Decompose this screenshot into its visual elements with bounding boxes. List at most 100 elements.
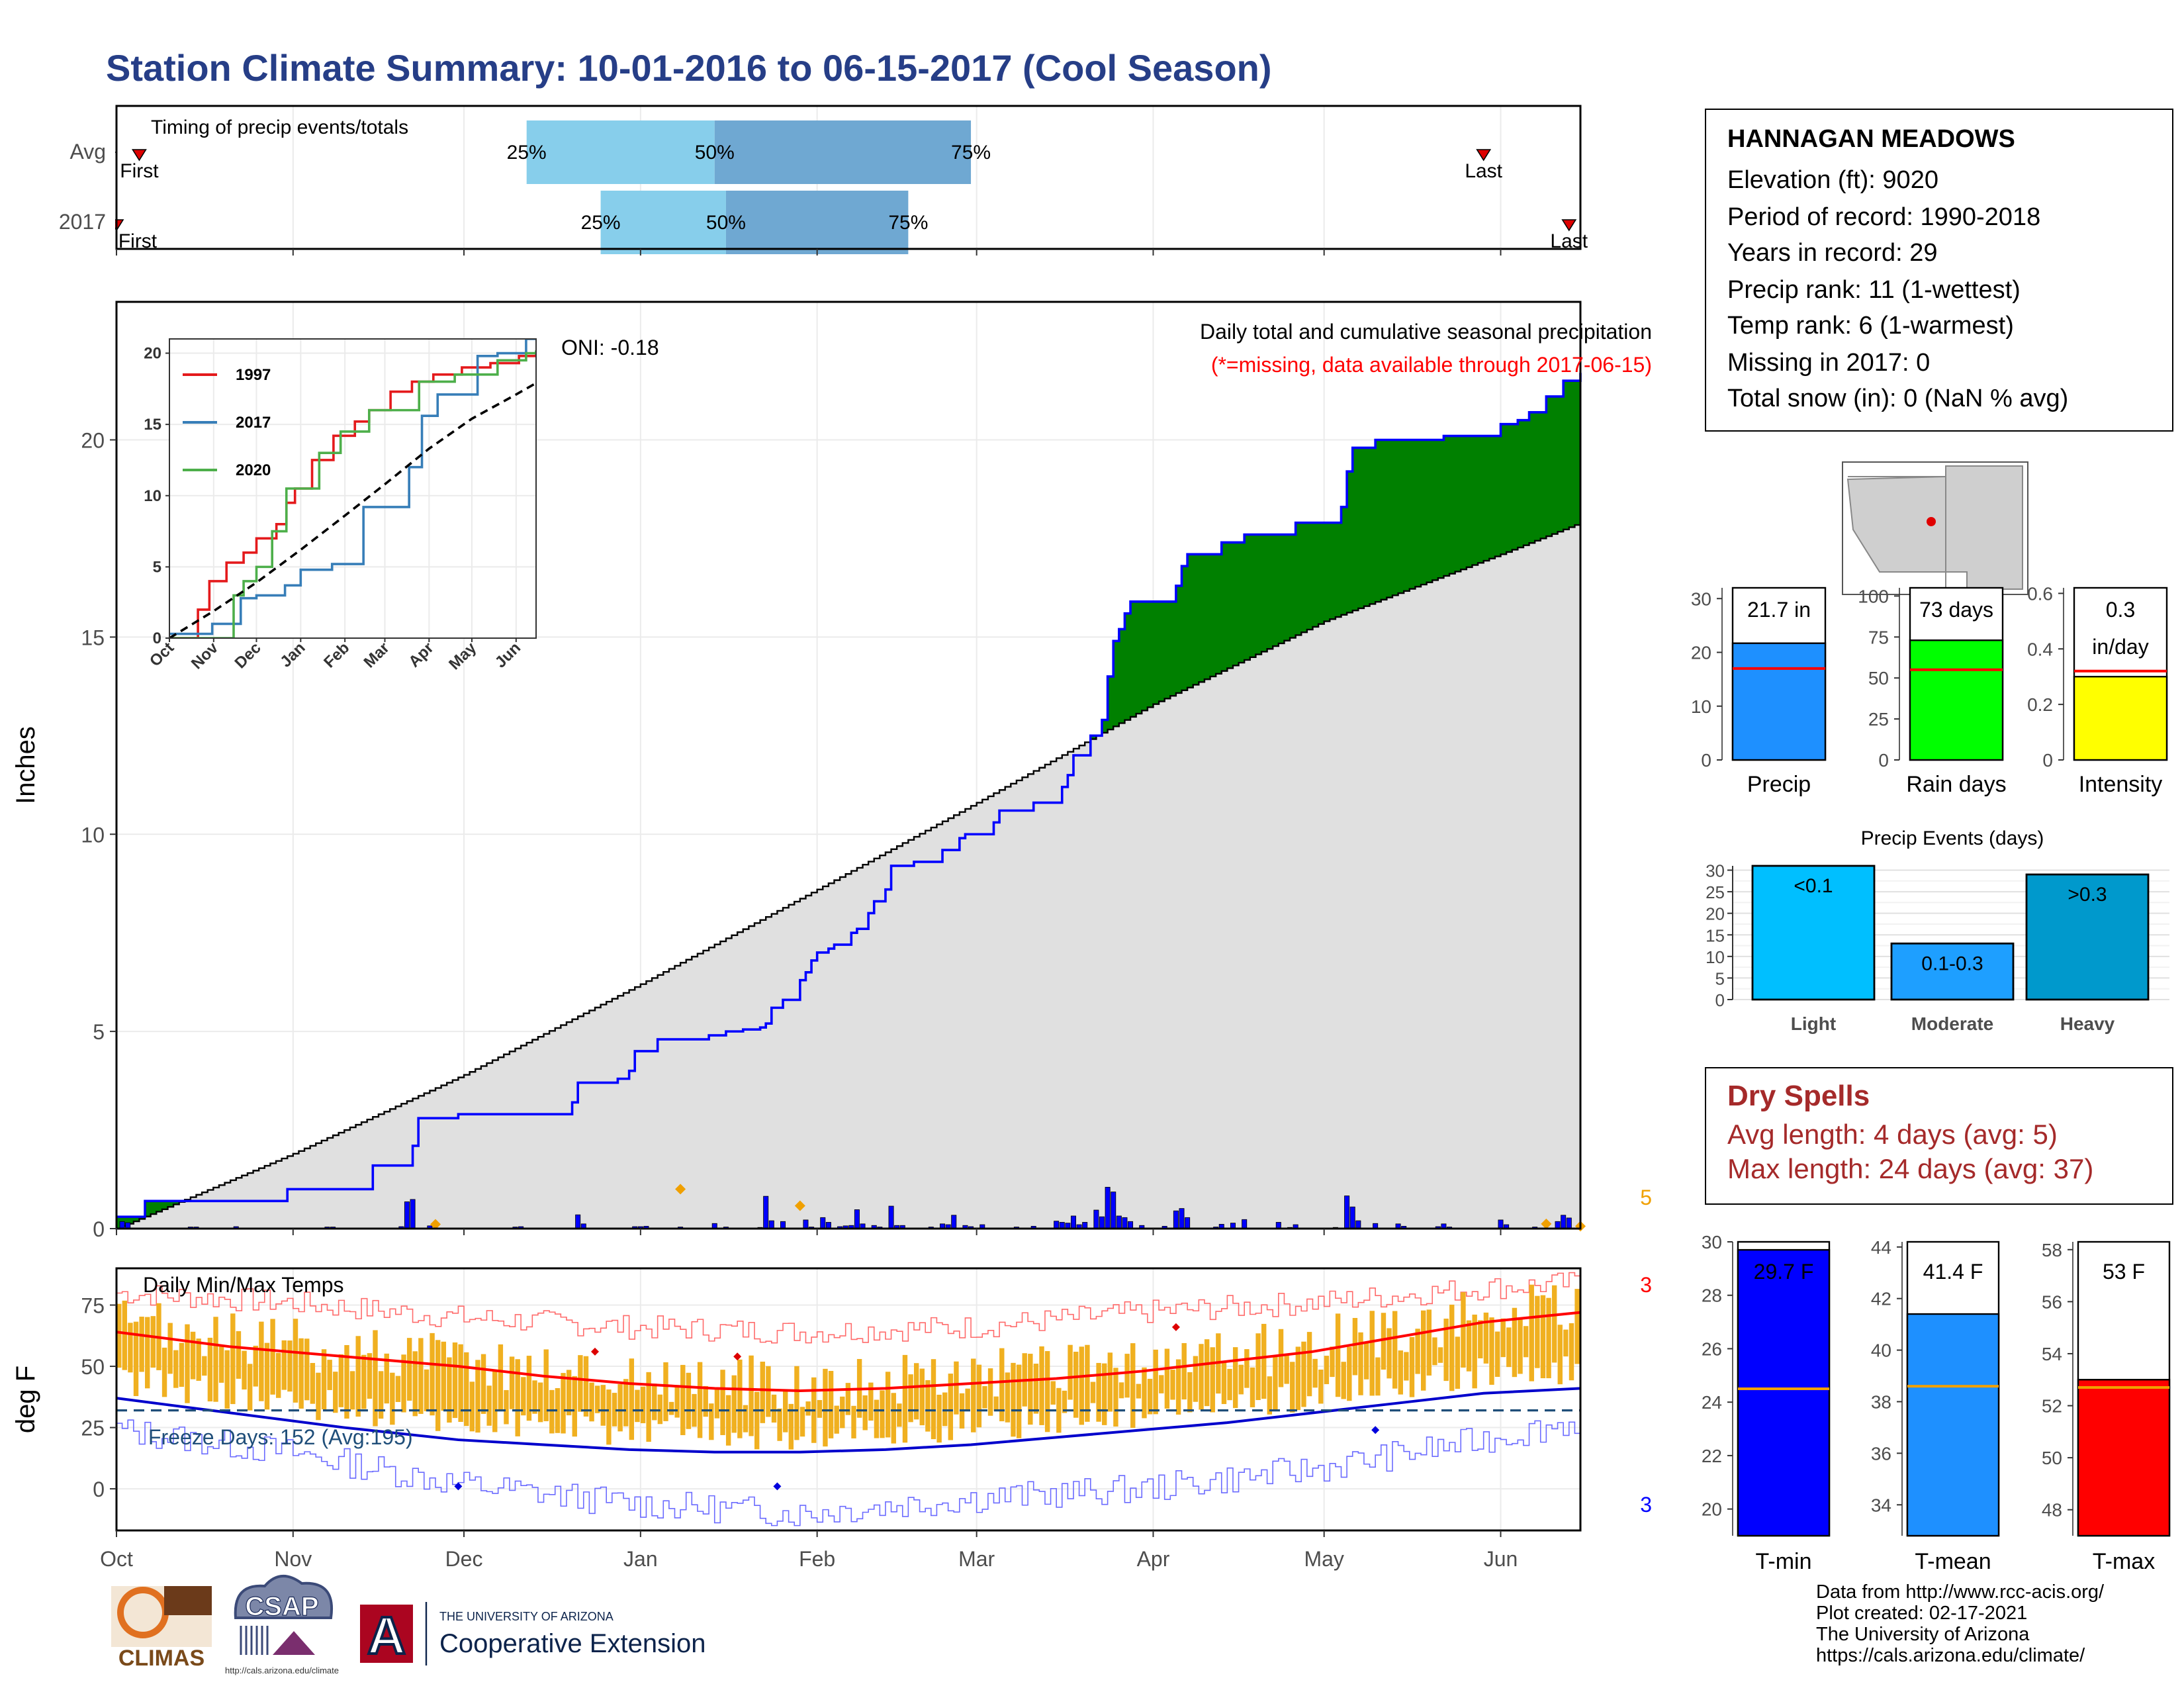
daily-temp-bar — [725, 1395, 731, 1446]
daily-temp-bar — [401, 1354, 406, 1413]
summary-ytick-label: 20 — [1691, 643, 1711, 663]
daily-precip-bar — [803, 1219, 809, 1229]
temp-summary-ytick-label: 30 — [1702, 1232, 1722, 1252]
surplus-area — [133, 1217, 140, 1222]
daily-temp-bar — [583, 1356, 589, 1417]
daily-precip-bar — [768, 1220, 774, 1229]
temp-summary-ytick-label: 38 — [1871, 1391, 1891, 1412]
daily-temp-bar — [1187, 1372, 1193, 1413]
events-ytick-label: 30 — [1706, 861, 1725, 881]
surplus-area — [1124, 613, 1131, 720]
csap-cloud — [234, 1574, 333, 1619]
info-elevation: Elevation (ft): 9020 — [1727, 167, 1938, 195]
surplus-area — [1449, 436, 1456, 574]
daily-temp-bar — [1312, 1358, 1318, 1388]
daily-temp-bar — [492, 1370, 498, 1432]
daily-temp-bar — [122, 1300, 128, 1370]
dry-spells-title: Dry Spells — [1727, 1079, 1870, 1112]
daily-temp-bar — [133, 1321, 139, 1396]
inset-legend-label: 1997 — [236, 366, 271, 384]
surplus-area — [1523, 420, 1530, 545]
daily-temp-bar — [982, 1385, 987, 1409]
info-snow: Total snow (in): 0 (NaN % avg) — [1727, 385, 2069, 413]
daily-temp-bar — [236, 1331, 242, 1379]
surplus-area — [1210, 554, 1216, 677]
surplus-area — [1347, 471, 1353, 613]
daily-temp-bar — [1574, 1289, 1580, 1364]
surplus-area — [1512, 424, 1519, 550]
daily-temp-bar — [435, 1340, 441, 1431]
temp-ylabel: deg F — [11, 1366, 40, 1433]
surplus-area — [1324, 522, 1331, 622]
summary-ytick-label: 0.4 — [2027, 639, 2053, 659]
daily-temp-bar — [486, 1385, 492, 1426]
events-ytick-label: 25 — [1706, 882, 1725, 902]
daily-temp-bar — [737, 1359, 743, 1438]
events-ytick-label: 5 — [1715, 968, 1725, 988]
daily-temp-bar — [1443, 1319, 1449, 1382]
daily-temp-bar — [1193, 1356, 1199, 1402]
daily-temp-bar — [1118, 1382, 1124, 1399]
precip-ytick-label: 20 — [81, 429, 105, 453]
climas-mountain — [164, 1586, 212, 1615]
daily-temp-bar — [1557, 1325, 1563, 1385]
daily-temp-bar — [1324, 1356, 1330, 1384]
daily-temp-bar — [242, 1350, 247, 1390]
daily-temp-bar — [1102, 1363, 1107, 1425]
summary-ytick-label: 30 — [1691, 588, 1711, 609]
daily-precip-bar — [1128, 1221, 1134, 1229]
timing-label-25: 25% — [581, 212, 621, 234]
daily-temp-bar — [1147, 1378, 1153, 1415]
events-ytick-label: 10 — [1706, 947, 1725, 967]
timing-iqr-upper — [725, 191, 909, 254]
daily-temp-bar — [395, 1376, 401, 1402]
month-label: Dec — [445, 1547, 483, 1571]
surplus-area — [1216, 554, 1222, 674]
surplus-area — [1273, 534, 1279, 647]
summary-bar-intensity — [2073, 675, 2168, 761]
daily-temp-bar — [1175, 1359, 1181, 1415]
daily-temp-bar — [1130, 1343, 1136, 1429]
csap-url: http://cals.arizona.edu/climate — [225, 1665, 339, 1675]
record-high-marker — [590, 1347, 599, 1356]
temp-ytick-label: 0 — [93, 1477, 105, 1501]
month-label: Jan — [623, 1547, 658, 1571]
inset-series-line-2017 — [169, 339, 536, 635]
daily-temp-bar — [566, 1370, 572, 1416]
daily-precip-bar — [1185, 1217, 1191, 1229]
month-label: Apr — [1137, 1547, 1170, 1571]
temp-ytick-label: 50 — [81, 1355, 105, 1379]
event-category: Light — [1791, 1013, 1836, 1034]
temp-bar-t-mean — [1906, 1313, 2000, 1537]
daily-temp-bar — [663, 1362, 668, 1421]
daily-temp-bar — [1415, 1329, 1420, 1374]
surplus-area — [1232, 542, 1240, 666]
surplus-area — [1443, 436, 1450, 576]
temp-bar-t-min — [1737, 1248, 1831, 1537]
daily-temp-bar — [766, 1366, 771, 1417]
csap-mountain — [273, 1631, 315, 1655]
daily-temp-bar — [355, 1336, 361, 1417]
surplus-area — [173, 1201, 180, 1205]
temp-summary-ytick-label: 58 — [2042, 1240, 2062, 1260]
daily-temp-bar — [349, 1371, 355, 1410]
daily-temp-bar — [686, 1372, 692, 1429]
surplus-area — [1437, 440, 1445, 579]
daily-temp-bar — [1085, 1344, 1090, 1422]
daily-temp-bar — [1529, 1284, 1534, 1382]
daily-temp-bar — [412, 1351, 418, 1417]
month-label: Oct — [100, 1547, 133, 1571]
surplus-area — [1147, 601, 1154, 708]
temp-bar-t-max — [2077, 1379, 2171, 1537]
daily-temp-bar — [1489, 1317, 1494, 1385]
daily-temp-bar — [1159, 1375, 1164, 1393]
surplus-area — [1352, 447, 1359, 611]
surplus-area — [1227, 542, 1234, 669]
timing-label-50: 50% — [695, 142, 735, 164]
daily-temp-bar — [777, 1408, 782, 1441]
daily-temp-bar — [1449, 1304, 1455, 1391]
daily-temp-bar — [1090, 1382, 1096, 1403]
temp-panel-border — [115, 1267, 1582, 1532]
event-bar-moderate — [1890, 942, 2015, 1001]
daily-temp-bar — [874, 1399, 880, 1438]
